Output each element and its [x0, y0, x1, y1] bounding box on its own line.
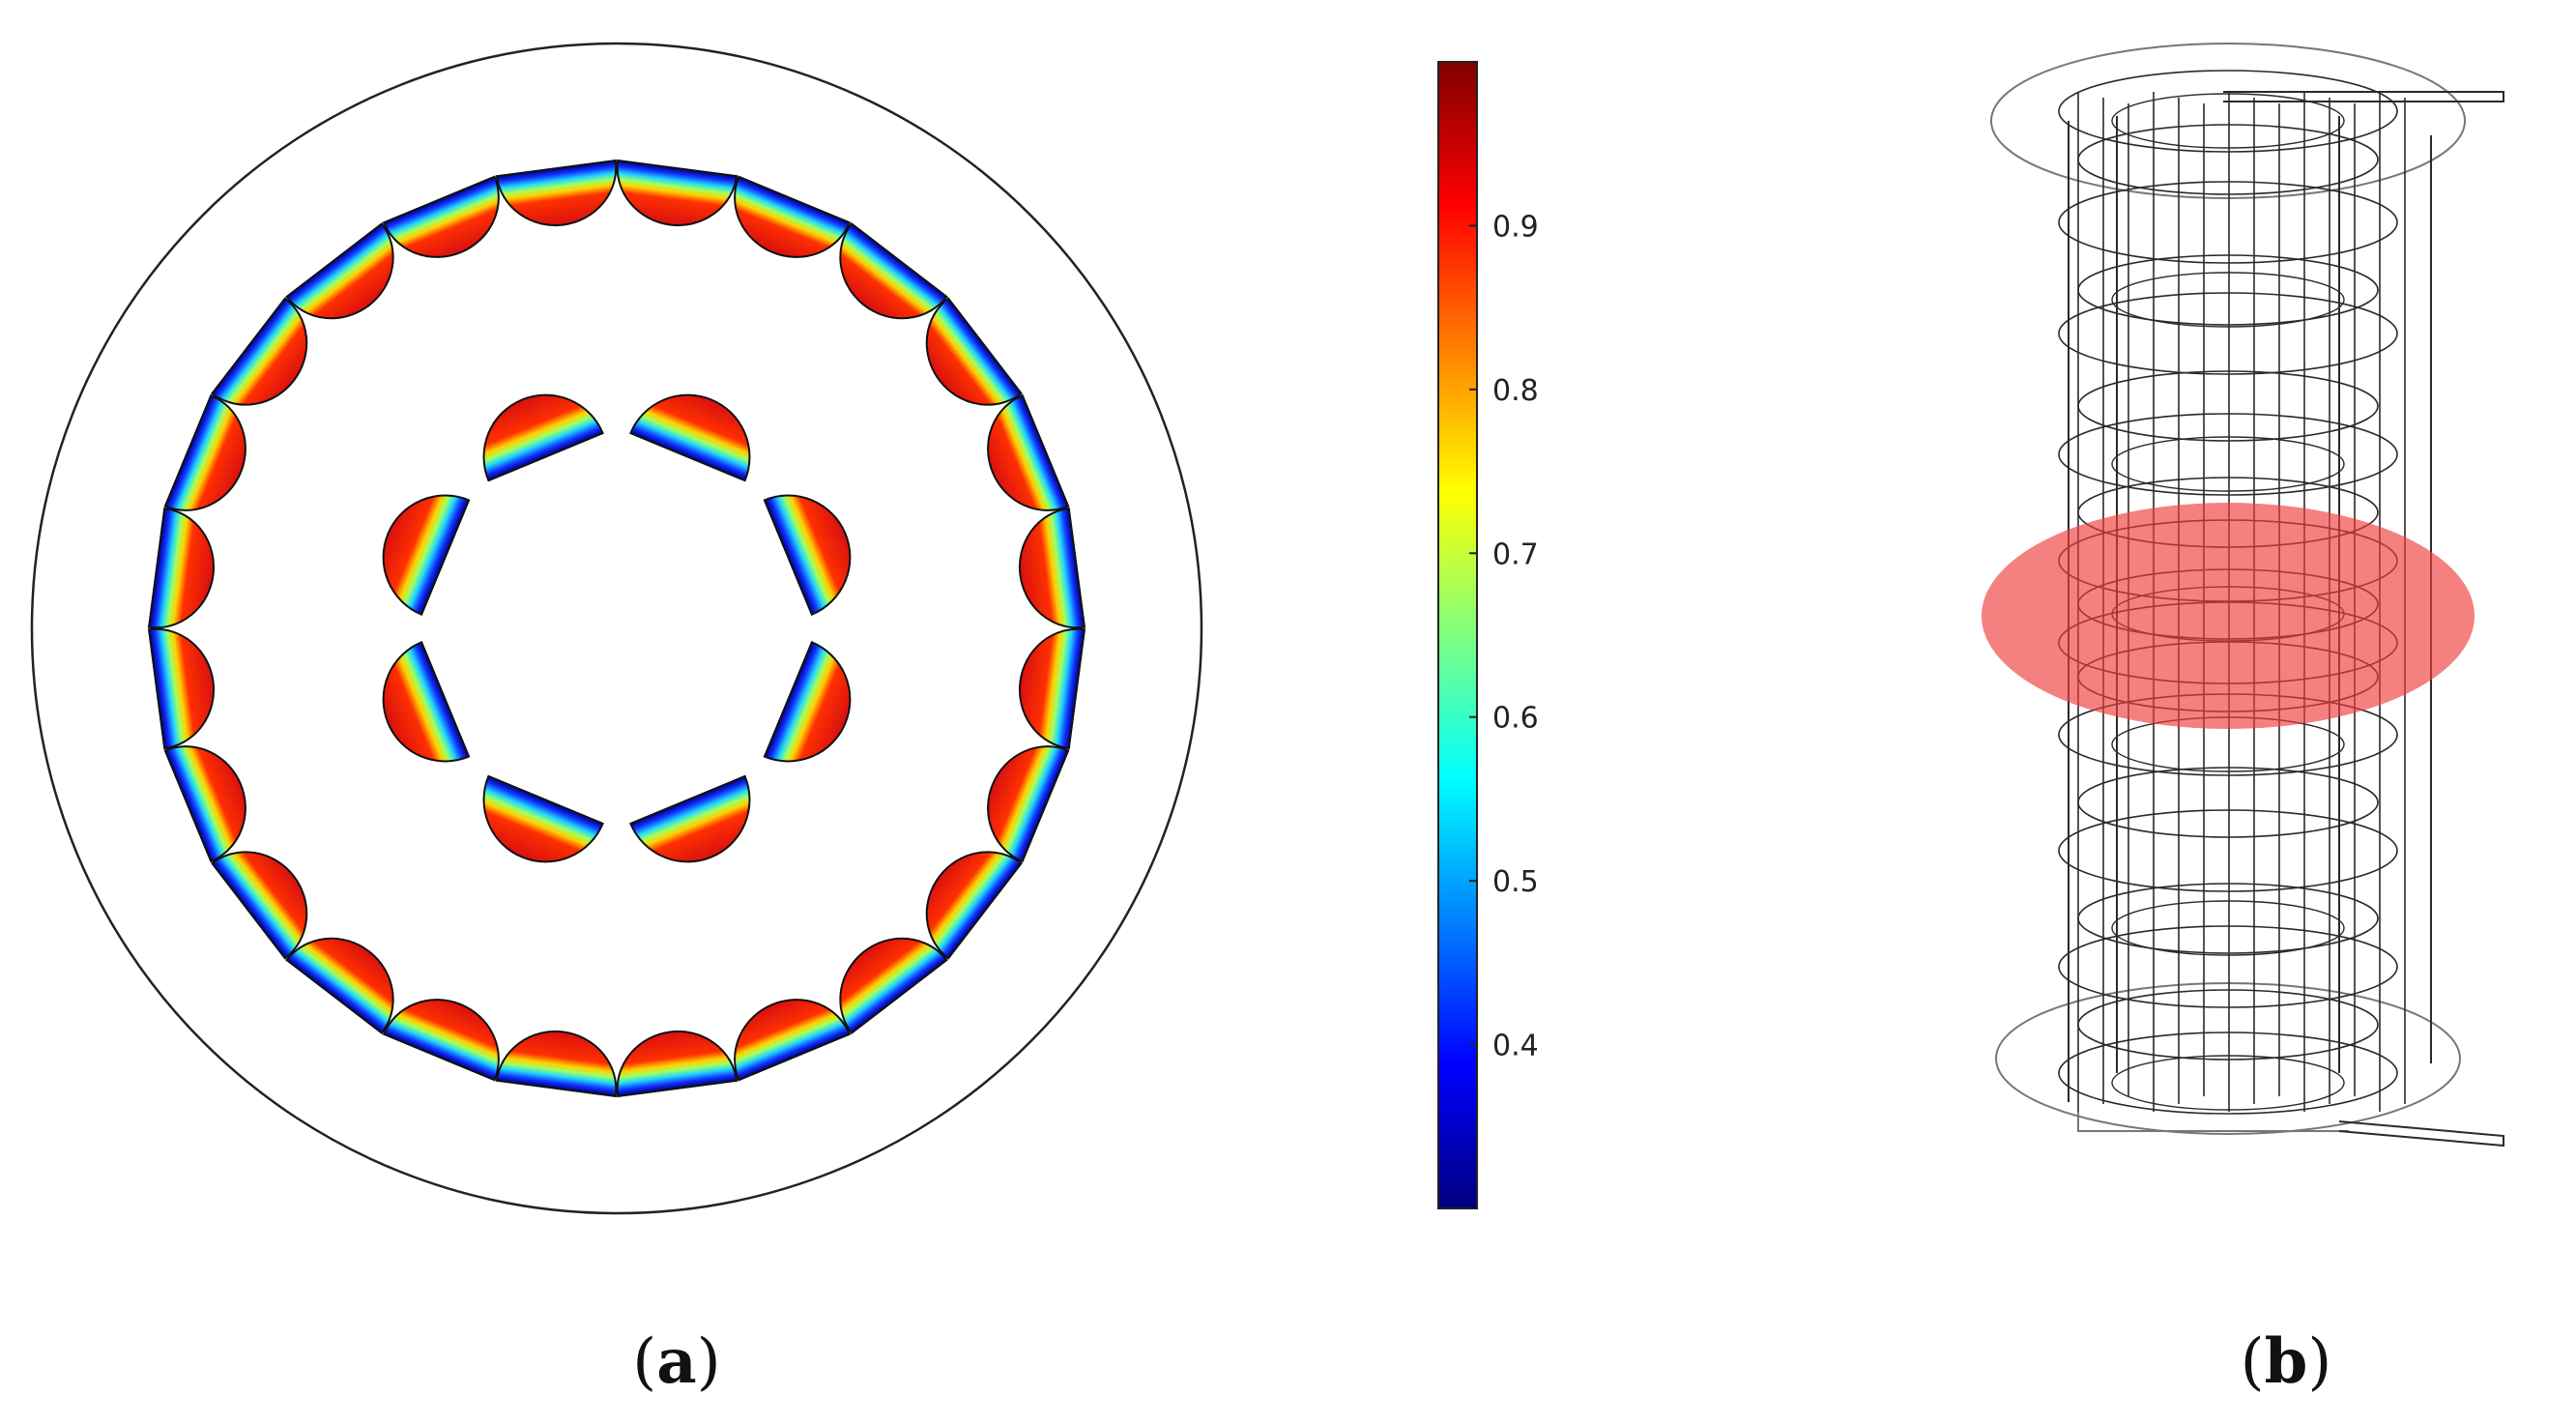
colorbar-tick-label: 0.6	[1492, 702, 1539, 736]
colorbar-tick-label: 0.4	[1492, 1030, 1539, 1063]
caption-a: (a)	[632, 1325, 720, 1398]
inner-channel	[382, 494, 471, 616]
outer-channel	[1018, 507, 1086, 629]
cross-section-plane-highlight	[1982, 503, 2475, 729]
outer-channel	[163, 745, 246, 863]
inner-channel	[482, 774, 604, 863]
outer-channel	[285, 222, 394, 320]
colorbar-scale	[1437, 61, 1478, 1209]
wireframe-3d-panel	[1982, 43, 2504, 1148]
caption-b: (b)	[2241, 1325, 2332, 1398]
outer-channel	[839, 222, 948, 320]
outer-channel	[987, 745, 1070, 863]
colorbar-tick-label: 0.5	[1492, 865, 1539, 899]
cross-section-panel	[30, 42, 1203, 1215]
outer-channel	[382, 999, 500, 1082]
outer-boundary-circle	[30, 42, 1203, 1215]
outer-channel	[147, 507, 216, 629]
outer-channel	[925, 851, 1023, 960]
outer-channel	[495, 1030, 618, 1098]
colorbar-tick-label: 0.7	[1492, 538, 1539, 571]
outer-channel	[285, 937, 394, 1034]
outer-channel	[147, 627, 216, 750]
outer-channel	[1018, 627, 1086, 750]
colorbar-tick-label: 0.9	[1492, 210, 1539, 244]
outer-channel	[211, 297, 308, 406]
inner-channel	[629, 393, 751, 482]
outer-channel	[211, 851, 308, 960]
inner-channel	[629, 774, 751, 863]
inner-channel	[763, 494, 852, 616]
outer-channel	[616, 159, 738, 227]
colorbar-tick-label: 0.8	[1492, 374, 1539, 408]
outer-channel	[839, 937, 948, 1034]
outer-channel	[987, 393, 1070, 511]
outer-channel	[734, 999, 852, 1082]
colorbar-ticks: 0.4 0.5 0.6 0.7 0.8 0.9	[1469, 210, 1539, 1063]
inner-ring-channels	[382, 393, 852, 863]
outer-channel	[495, 159, 618, 227]
outer-channel	[163, 393, 246, 511]
outer-channel	[734, 175, 852, 258]
inner-channel	[382, 641, 471, 763]
outer-channel	[382, 175, 500, 258]
outer-ring-channels	[147, 159, 1086, 1098]
outer-channel	[925, 297, 1023, 406]
colorbar: 0.4 0.5 0.6 0.7 0.8 0.9	[1437, 61, 1539, 1209]
inner-channel	[482, 393, 604, 482]
inner-channel	[763, 641, 852, 763]
outer-channel	[616, 1030, 738, 1098]
